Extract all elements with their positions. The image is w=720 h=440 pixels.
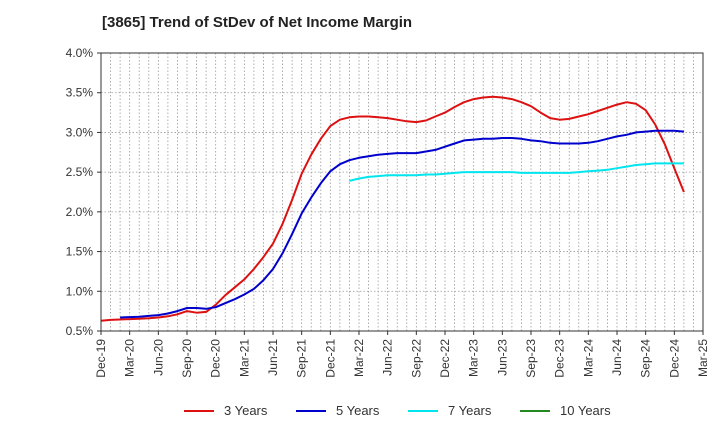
x-tick-label: Sep-23: [524, 339, 538, 378]
x-tick-label: Mar-22: [352, 339, 366, 377]
x-tick-label: Dec-24: [667, 339, 681, 378]
x-tick-label: Jun-21: [266, 339, 280, 376]
x-tick-label: Mar-23: [467, 339, 481, 377]
grid: [100, 52, 704, 332]
legend-label: 5 Years: [336, 403, 380, 418]
y-tick-label: 4.0%: [66, 46, 94, 60]
series-lines: [100, 95, 685, 322]
y-tick-label: 0.5%: [66, 324, 94, 338]
x-tick-label: Sep-21: [295, 339, 309, 378]
y-tick-label: 2.0%: [66, 205, 94, 219]
series-line-3-years: [100, 95, 685, 322]
x-tick-label: Mar-25: [696, 339, 710, 377]
x-tick-label: Jun-23: [495, 339, 509, 376]
x-tick-label: Mar-21: [237, 339, 251, 377]
x-tick-label: Sep-22: [409, 339, 423, 378]
x-tick-label: Dec-21: [323, 339, 337, 378]
x-tick-label: Jun-24: [610, 339, 624, 376]
x-tick-label: Dec-23: [553, 339, 567, 378]
x-tick-label: Mar-24: [581, 339, 595, 377]
x-axis-labels: Dec-19 Mar-20 Jun-20 Sep-20 Dec-20 Mar-21 Jun-…: [94, 331, 710, 378]
y-axis-labels: 0.5% 1.0% 1.5% 2.0% 2.5% 3.0% 3.5% 4.0%: [66, 46, 101, 338]
x-tick-label: Sep-20: [180, 339, 194, 378]
y-tick-label: 1.5%: [66, 245, 94, 259]
y-tick-label: 3.5%: [66, 86, 94, 100]
legend-label: 10 Years: [560, 403, 611, 418]
series-line-7-years: [349, 162, 684, 182]
chart-title: [3865] Trend of StDev of Net Income Marg…: [102, 14, 413, 31]
x-tick-label: Sep-24: [639, 339, 653, 378]
x-tick-label: Dec-20: [209, 339, 223, 378]
plot-frame: [100, 52, 704, 332]
legend-label: 7 Years: [448, 403, 492, 418]
legend-label: 3 Years: [224, 403, 268, 418]
x-tick-label: Dec-22: [438, 339, 452, 378]
x-tick-label: Dec-19: [94, 339, 108, 378]
series-line-5-years: [120, 129, 684, 319]
legend: 3 Years 5 Years 7 Years 10 Years: [184, 403, 611, 418]
x-tick-label: Jun-20: [151, 339, 165, 376]
y-tick-label: 3.0%: [66, 125, 94, 139]
y-tick-label: 2.5%: [66, 165, 94, 179]
x-tick-label: Mar-20: [123, 339, 137, 377]
y-tick-label: 1.0%: [66, 284, 94, 298]
x-tick-label: Jun-22: [381, 339, 395, 376]
